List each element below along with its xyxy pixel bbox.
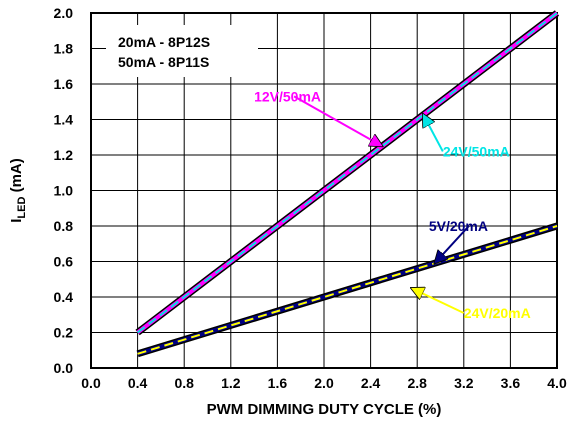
annotation-arrow-5v-20ma bbox=[435, 225, 470, 263]
x-tick-label-4: 1.6 bbox=[268, 375, 288, 391]
x-tick-label-1: 0.4 bbox=[128, 375, 148, 391]
y-tick-label-0: 0.0 bbox=[54, 360, 74, 376]
x-tick-label-2: 0.8 bbox=[174, 375, 194, 391]
y-tick-label-6: 1.2 bbox=[54, 147, 74, 163]
y-tick-label-1: 0.2 bbox=[54, 325, 74, 341]
y-tick-label-2: 0.4 bbox=[54, 289, 74, 305]
x-axis-label: PWM DIMMING DUTY CYCLE (%) bbox=[207, 401, 442, 418]
x-tick-label-8: 3.2 bbox=[454, 375, 474, 391]
legend-entry-20ma: 20mA - 8P12S bbox=[118, 34, 210, 50]
annotation-label-12v-50ma: 12V/50mA bbox=[254, 88, 321, 104]
legend-entry-50ma: 50mA - 8P11S bbox=[118, 54, 209, 70]
x-tick-label-7: 2.8 bbox=[407, 375, 427, 391]
axis-ticks: 0.0 0.4 0.8 1.2 1.6 2.0 2.4 2.8 3.2 3.6 4.0 0.0 0.2 0… bbox=[54, 5, 567, 391]
x-tick-label-9: 3.6 bbox=[501, 375, 521, 391]
x-tick-label-0: 0.0 bbox=[81, 375, 101, 391]
y-axis-label-sub: LED bbox=[16, 197, 28, 219]
series-layer bbox=[135, 10, 560, 358]
y-tick-label-7: 1.4 bbox=[54, 112, 74, 128]
y-tick-label-3: 0.6 bbox=[54, 254, 74, 270]
x-tick-label-5: 2.0 bbox=[314, 375, 334, 391]
plot-frame bbox=[90, 12, 558, 369]
y-tick-label-10: 2.0 bbox=[54, 5, 74, 21]
y-tick-label-8: 1.6 bbox=[54, 76, 74, 92]
annotation-arrow-12v-50ma bbox=[293, 95, 382, 146]
y-tick-label-4: 0.8 bbox=[54, 218, 74, 234]
y-tick-label-9: 1.8 bbox=[54, 41, 74, 57]
y-axis-label-main: I bbox=[8, 219, 25, 223]
annotation-label-5v-20ma: 5V/20mA bbox=[429, 218, 488, 234]
annotation-arrow-24v-20ma bbox=[411, 288, 465, 314]
annotation-label-24v-20ma: 24V/20mA bbox=[464, 305, 531, 321]
x-tick-label-6: 2.4 bbox=[361, 375, 381, 391]
y-axis-label-unit: (mA) bbox=[8, 158, 25, 196]
legend-box: 20mA - 8P12S 50mA - 8P11S bbox=[106, 25, 258, 77]
legend-background bbox=[106, 25, 258, 77]
y-axis-label: ILED (mA) bbox=[8, 158, 28, 223]
x-tick-label-3: 1.2 bbox=[221, 375, 241, 391]
series-24v-50ma-line bbox=[136, 12, 558, 334]
annotations: 12V/50mA 24V/50mA 5V/20mA 24V/20mA bbox=[254, 88, 531, 321]
series-24v-20ma-line bbox=[137, 225, 558, 355]
annotation-arrow-24v-50ma bbox=[423, 114, 444, 152]
y-tick-label-5: 1.0 bbox=[54, 183, 74, 199]
x-tick-label-10: 4.0 bbox=[547, 375, 567, 391]
annotation-label-24v-50ma: 24V/50mA bbox=[443, 143, 510, 159]
